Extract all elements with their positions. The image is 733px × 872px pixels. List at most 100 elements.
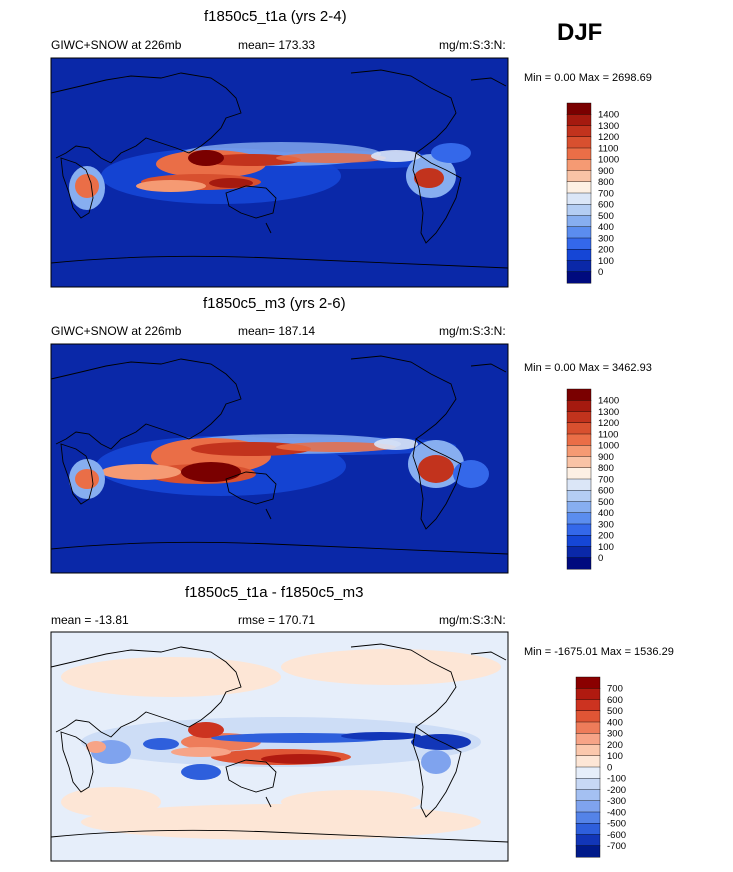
panel1-coastlines: [50, 69, 509, 269]
colorbar-level-label: 0: [598, 553, 603, 564]
panel1-min-max: Min = 0.00 Max = 2698.69: [524, 72, 652, 84]
colorbar-swatch: [575, 778, 601, 791]
panel2-units: mg/m:S:3:N:: [439, 324, 506, 338]
panel3-map: [50, 631, 509, 862]
panel1-colorbar: 1400130012001100100090080070060050040030…: [566, 102, 619, 284]
colorbar-swatch: [566, 456, 592, 469]
colorbar-swatch: [575, 789, 601, 802]
colorbar-swatch: [566, 114, 592, 127]
colorbar-swatch: [566, 490, 592, 503]
colorbar-swatch: [566, 433, 592, 446]
colorbar-swatch: [566, 125, 592, 138]
panel2-title: f1850c5_m3 (yrs 2-6): [203, 295, 346, 312]
colorbar-level-label: 700: [598, 188, 614, 199]
colorbar-swatch: [575, 766, 601, 779]
colorbar-level-label: 900: [598, 452, 614, 463]
panel2-map: [50, 343, 509, 574]
colorbar-level-label: 1100: [598, 429, 618, 440]
colorbar-swatch: [566, 467, 592, 480]
colorbar-level-label: 0: [598, 267, 603, 278]
colorbar-level-label: 1300: [598, 407, 619, 418]
colorbar-level-label: 200: [607, 740, 623, 751]
colorbar-swatch: [566, 237, 592, 250]
colorbar-swatch: [575, 845, 601, 858]
panel3-colorbar: 7006005004003002001000-100-200-300-400-5…: [575, 676, 626, 858]
colorbar-swatch: [566, 445, 592, 458]
colorbar-swatch: [566, 388, 592, 401]
colorbar-level-label: 400: [607, 717, 623, 728]
colorbar-level-label: 1400: [598, 110, 619, 121]
season-label: DJF: [557, 19, 603, 46]
panel2-min-max: Min = 0.00 Max = 3462.93: [524, 362, 652, 374]
colorbar-swatch: [566, 422, 592, 435]
panel3-title: f1850c5_t1a - f1850c5_m3: [185, 584, 364, 601]
colorbar-level-label: 500: [598, 211, 614, 222]
colorbar-level-label: 1000: [598, 155, 619, 166]
panel3-units: mg/m:S:3:N:: [439, 613, 506, 627]
colorbar-level-label: -300: [607, 796, 626, 807]
colorbar-swatch: [575, 676, 601, 689]
panel1-units: mg/m:S:3:N:: [439, 38, 506, 52]
colorbar-level-label: 500: [607, 706, 623, 717]
colorbar-swatch: [566, 535, 592, 548]
colorbar-level-label: 1000: [598, 441, 619, 452]
colorbar-level-label: 300: [607, 729, 623, 740]
colorbar-level-label: 600: [598, 200, 614, 211]
colorbar-level-label: 600: [598, 486, 614, 497]
colorbar-swatch: [575, 721, 601, 734]
colorbar-level-label: 1200: [598, 418, 619, 429]
colorbar-level-label: 0: [607, 762, 612, 773]
colorbar-swatch: [575, 710, 601, 723]
colorbar-level-label: 300: [598, 233, 614, 244]
colorbar-swatch: [575, 800, 601, 813]
colorbar-swatch: [566, 546, 592, 559]
colorbar-level-label: 300: [598, 519, 614, 530]
colorbar-swatch: [566, 170, 592, 183]
colorbar-swatch: [566, 271, 592, 284]
panel1-field: [69, 142, 471, 210]
colorbar-level-label: 100: [607, 751, 623, 762]
panel1-map: [50, 57, 509, 288]
panel3-rmse: rmse = 170.71: [238, 613, 316, 627]
colorbar-level-label: 800: [598, 177, 614, 188]
colorbar-level-label: 600: [607, 695, 623, 706]
panel3-mean: mean = -13.81: [51, 613, 129, 627]
colorbar-swatch: [566, 136, 592, 149]
colorbar-level-label: 1300: [598, 121, 619, 132]
colorbar-swatch: [566, 411, 592, 424]
colorbar-level-label: 1200: [598, 132, 619, 143]
colorbar-swatch: [575, 733, 601, 746]
colorbar-level-label: -400: [607, 807, 626, 818]
colorbar-swatch: [575, 688, 601, 701]
colorbar-level-label: 800: [598, 463, 614, 474]
colorbar-swatch: [566, 192, 592, 205]
colorbar-level-label: -500: [607, 819, 626, 830]
colorbar-level-label: -600: [607, 830, 626, 841]
colorbar-swatch: [566, 501, 592, 514]
panel1-variable: GIWC+SNOW at 226mb: [51, 38, 182, 52]
colorbar-swatch: [566, 557, 592, 570]
colorbar-level-label: -700: [607, 841, 626, 852]
colorbar-swatch: [575, 823, 601, 836]
colorbar-level-label: 1400: [598, 396, 619, 407]
panel1-title: f1850c5_t1a (yrs 2-4): [204, 8, 347, 25]
colorbar-swatch: [566, 159, 592, 172]
colorbar-level-label: 400: [598, 222, 614, 233]
colorbar-swatch: [566, 523, 592, 536]
colorbar-level-label: 200: [598, 531, 614, 542]
panel3-coastlines: [50, 643, 509, 843]
panel2-mean: mean= 187.14: [238, 324, 316, 338]
colorbar-swatch: [575, 834, 601, 847]
panel2-coastlines: [50, 355, 509, 555]
colorbar-swatch: [566, 204, 592, 217]
colorbar-swatch: [566, 400, 592, 413]
colorbar-level-label: 100: [598, 256, 614, 267]
colorbar-level-label: 100: [598, 542, 614, 553]
colorbar-swatch: [566, 478, 592, 491]
colorbar-level-label: 900: [598, 166, 614, 177]
colorbar-level-label: 700: [607, 684, 623, 695]
colorbar-swatch: [566, 249, 592, 262]
colorbar-level-label: 400: [598, 508, 614, 519]
panel1-mean: mean= 173.33: [238, 38, 316, 52]
colorbar-level-label: -200: [607, 785, 626, 796]
